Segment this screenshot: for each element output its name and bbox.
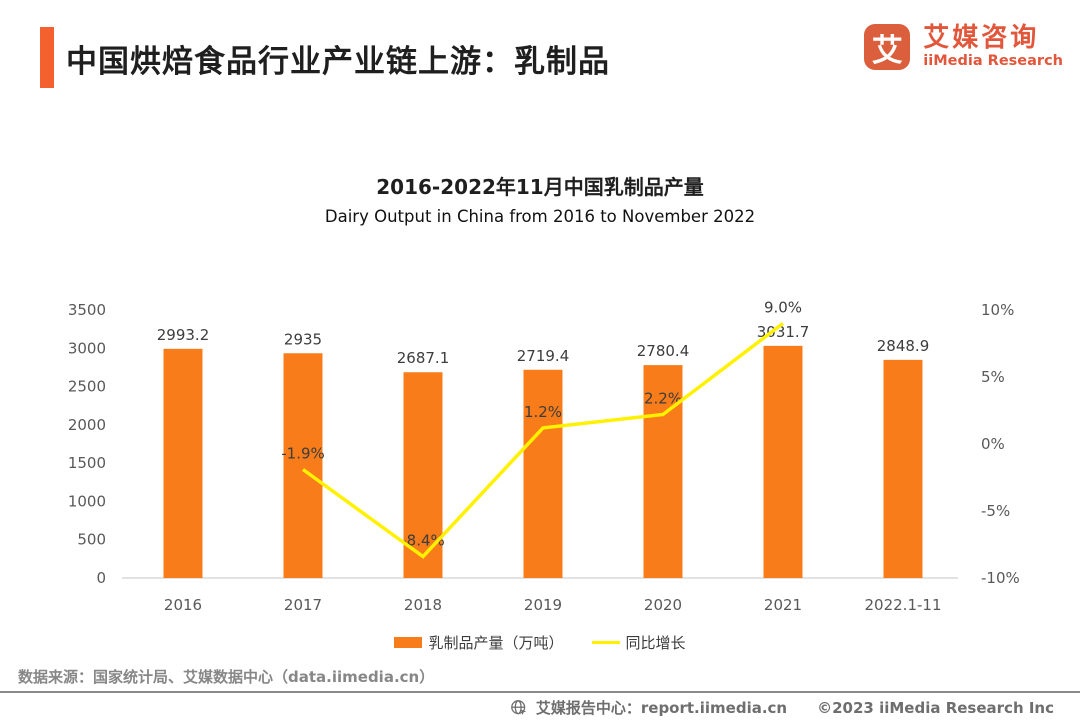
bar-2022.1-11	[883, 359, 923, 578]
bar-value-label-2017: 2935	[284, 330, 322, 348]
iimedia-logo-text: 艾媒咨询 iiMedia Research	[923, 24, 1063, 70]
bar-2016	[163, 348, 203, 578]
copyright-text: ©2023 iiMedia Research Inc	[817, 698, 1054, 717]
category-label-2019: 2019	[524, 596, 562, 614]
chart-title-cn: 2016-2022年11月中国乳制品产量	[376, 175, 704, 199]
report-center-link: 艾媒报告中心：report.iimedia.cn	[535, 699, 788, 717]
bar-2019	[523, 369, 563, 578]
left-axis-tick: 500	[77, 531, 106, 549]
growth-label-2021: 9.0%	[764, 298, 802, 316]
globe-cursor-icon	[511, 699, 527, 715]
bar-value-label-2021: 3031.7	[757, 323, 810, 341]
right-axis-tick: 5%	[981, 368, 1005, 386]
line-series-swatch	[591, 641, 620, 644]
bottom-bar: 艾媒报告中心：report.iimedia.cn ©2023 iiMedia R…	[510, 697, 1054, 718]
category-label-2017: 2017	[284, 596, 322, 614]
growth-label-2020: 2.2%	[644, 390, 682, 408]
bar-2020	[643, 365, 683, 578]
left-axis-tick: 0	[96, 569, 106, 587]
legend-item-output: 乳制品产量（万吨）	[394, 632, 564, 653]
page-title: 中国烘焙食品行业产业链上游：乳制品	[66, 44, 610, 80]
left-axis-tick: 1000	[68, 492, 106, 510]
bar-value-label-2018: 2687.1	[397, 349, 450, 367]
left-axis-tick: 2500	[68, 378, 106, 396]
growth-label-2019: 1.2%	[524, 403, 562, 421]
logo-name-en: iiMedia Research	[923, 52, 1063, 69]
right-axis-tick: -10%	[981, 569, 1020, 587]
category-label-2020: 2020	[644, 596, 682, 614]
iimedia-logo-icon: 艾	[864, 24, 911, 70]
left-axis-tick: 3000	[68, 339, 106, 357]
bar-series-swatch	[394, 637, 423, 648]
dairy-output-chart: 0 500 1000 1500 2000 2500 3000 3500 -10% -5% 0% 5% 1…	[68, 298, 1020, 614]
bar-value-label-2016: 2993.2	[157, 326, 210, 344]
right-axis-tick: 10%	[981, 301, 1014, 319]
logo-name-cn: 艾媒咨询	[923, 23, 1040, 53]
bar-2017	[283, 353, 323, 578]
bar-value-label-2022.1-11: 2848.9	[877, 337, 930, 355]
legend-label-output: 乳制品产量（万吨）	[428, 634, 564, 652]
left-axis-tick: 2000	[68, 416, 106, 434]
footer-divider	[0, 691, 1080, 693]
title-accent-bar	[40, 27, 54, 88]
category-label-2018: 2018	[404, 596, 442, 614]
bar-value-label-2020: 2780.4	[637, 342, 690, 360]
category-label-2022.1-11: 2022.1-11	[865, 596, 942, 614]
bar-value-label-2019: 2719.4	[517, 347, 570, 365]
right-axis-tick: 0%	[981, 435, 1005, 453]
bar-2021	[763, 345, 803, 578]
right-axis-tick: -5%	[981, 502, 1010, 520]
chart-legend: 乳制品产量（万吨） 同比增长	[0, 632, 1080, 653]
growth-label-2017: -1.9%	[281, 444, 325, 462]
data-source: 数据来源：国家统计局、艾媒数据中心（data.iimedia.cn）	[18, 668, 435, 686]
legend-item-growth: 同比增长	[591, 632, 686, 653]
legend-label-growth: 同比增长	[625, 634, 686, 652]
left-axis-tick: 3500	[68, 301, 106, 319]
chart-title-en: Dairy Output in China from 2016 to Novem…	[324, 207, 756, 226]
iimedia-logo: 艾 艾媒咨询 iiMedia Research	[864, 24, 1063, 70]
category-label-2021: 2021	[764, 596, 802, 614]
category-label-2016: 2016	[164, 596, 202, 614]
growth-line	[301, 322, 785, 559]
left-axis-tick: 1500	[68, 454, 106, 472]
